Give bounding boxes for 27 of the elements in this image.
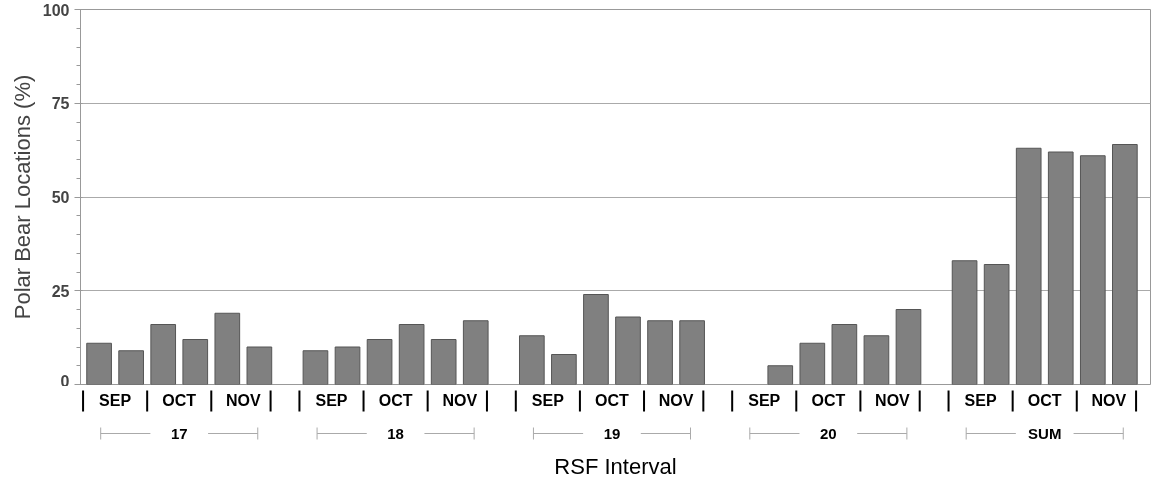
y-tick-label: 75 xyxy=(51,95,70,113)
text: 20 xyxy=(820,424,837,442)
x-tick-label: NOV xyxy=(226,392,261,409)
x-axis-title: RSF Interval xyxy=(554,454,677,479)
y-tick-label: 0 xyxy=(60,372,70,390)
x-tick-label: NOV xyxy=(442,392,478,409)
text: SUM xyxy=(1028,425,1062,442)
x-tick-label: SEP xyxy=(315,392,348,409)
y-tick-label: 25 xyxy=(51,282,70,300)
x-tick-label: OCT xyxy=(811,392,846,409)
text: 17 xyxy=(170,424,188,442)
x-tick-label: OCT xyxy=(378,392,413,409)
x-tick-label: SEP xyxy=(99,392,132,409)
x-tick-label: SEP xyxy=(531,392,565,409)
x-tick-label: SEP xyxy=(964,392,997,409)
x-tick-label: OCT xyxy=(162,392,197,409)
y-tick-label: 50 xyxy=(51,189,70,206)
y-axis-title: Polar Bear Locations (%) xyxy=(9,74,35,320)
y-tick-label: 100 xyxy=(42,1,70,19)
x-tick-label: OCT xyxy=(1027,392,1062,409)
text: 18 xyxy=(387,424,404,442)
x-tick-label: NOV xyxy=(658,392,694,409)
x-tick-label: OCT xyxy=(595,392,630,409)
x-tick-label: NOV xyxy=(875,392,911,409)
text: 19 xyxy=(603,424,621,442)
x-tick-label: NOV xyxy=(1091,392,1127,409)
x-tick-label: SEP xyxy=(748,392,781,409)
